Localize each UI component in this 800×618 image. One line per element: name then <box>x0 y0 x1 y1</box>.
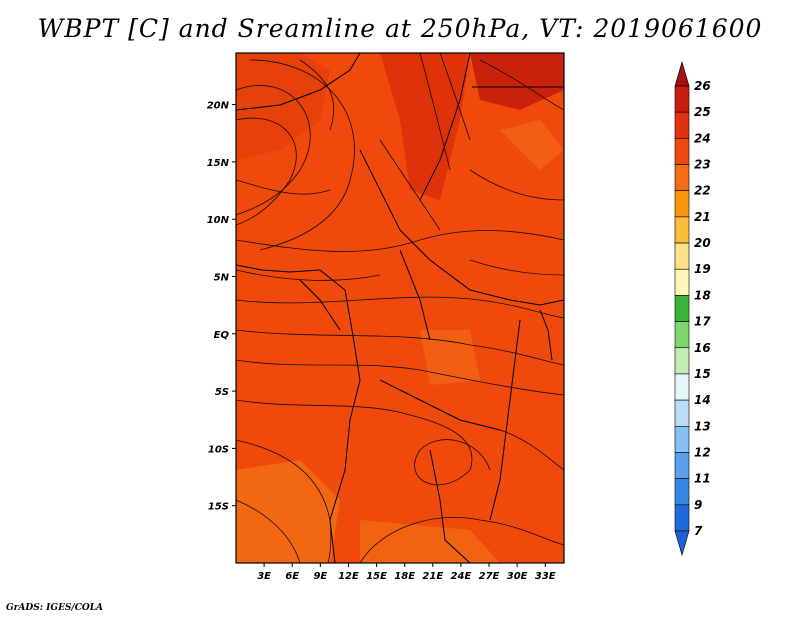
colorbar-label: 26 <box>694 79 711 93</box>
colorbar-swatch <box>674 164 690 192</box>
colorbar-swatch <box>674 268 690 296</box>
longitude-axis: 3E 6E 9E 12E 15E 18E 21E 24E 27E 30E 33E <box>257 563 556 582</box>
colorbar-label: 22 <box>694 184 711 198</box>
colorbar-swatch <box>674 295 690 322</box>
lon-tick-label: 33E <box>535 571 556 582</box>
colorbar-swatch <box>674 242 690 270</box>
colorbar-swatch <box>674 321 690 349</box>
colorbar-label: 25 <box>694 105 711 119</box>
lon-tick-label: 27E <box>479 571 500 582</box>
footer-credit: GrADS: IGES/COLA <box>6 603 104 613</box>
lat-tick-label: EQ <box>214 330 230 341</box>
colorbar-label: 9 <box>694 498 702 512</box>
lat-tick-label: 5S <box>215 387 229 398</box>
colorbar-swatch <box>674 347 690 375</box>
lon-tick-label: 3E <box>257 571 271 582</box>
colorbar-label: 11 <box>694 472 711 486</box>
colorbar-swatch <box>674 373 690 401</box>
map-title: WBPT [C] and Sreamline at 250hPa, VT: 20… <box>37 14 763 43</box>
colorbar-swatch <box>674 399 690 427</box>
colorbar-label: 17 <box>694 315 711 329</box>
colorbar-swatch <box>674 190 690 218</box>
colorbar-swatch <box>674 425 690 453</box>
colorbar-swatch <box>674 504 690 532</box>
colorbar-label: 13 <box>694 419 711 433</box>
colorbar-label: 16 <box>694 341 711 355</box>
lon-tick-label: 6E <box>285 571 299 582</box>
map-frame <box>235 52 565 564</box>
lat-tick-label: 15S <box>208 502 229 513</box>
colorbar-label: 14 <box>694 393 711 407</box>
lon-tick-label: 18E <box>394 571 415 582</box>
lon-tick-label: 21E <box>422 571 443 582</box>
colorbar-swatch <box>674 452 690 479</box>
colorbar-swatch <box>674 111 690 139</box>
lon-tick-label: 30E <box>507 571 528 582</box>
lat-tick-label: 15N <box>207 158 230 169</box>
colorbar-label: 21 <box>694 210 711 224</box>
lon-tick-label: 15E <box>366 571 387 582</box>
colorbar-swatch <box>674 85 690 113</box>
lon-tick-label: 9E <box>313 571 327 582</box>
colorbar-label: 23 <box>694 158 711 172</box>
colorbar-swatch <box>674 216 690 244</box>
colorbar-label: 12 <box>694 445 711 459</box>
streamlines <box>235 52 565 564</box>
lat-tick-label: 10N <box>207 215 230 226</box>
colorbar-swatch <box>674 138 690 165</box>
colorbar-label: 19 <box>694 262 711 276</box>
latitude-axis: 20N 15N 10N 5N EQ 5S 10S 15S <box>207 101 236 513</box>
colorbar-bottom-arrow <box>674 530 690 557</box>
lon-tick-label: 12E <box>338 571 359 582</box>
map-panel <box>235 52 565 564</box>
colorbar-label: 24 <box>694 131 711 145</box>
colorbar-swatch <box>674 478 690 506</box>
colorbar: 26 25 24 23 22 21 20 19 18 17 16 15 14 13 12 11 9 7 <box>674 60 711 557</box>
colorbar-top-arrow <box>674 60 690 87</box>
colorbar-label: 15 <box>694 367 711 381</box>
lon-tick-label: 24E <box>451 571 472 582</box>
colorbar-label: 20 <box>694 236 711 250</box>
lat-tick-label: 5N <box>214 272 230 283</box>
lat-tick-label: 10S <box>208 444 229 455</box>
colorbar-label: 18 <box>694 288 711 302</box>
lat-tick-label: 20N <box>207 101 230 112</box>
colorbar-label: 7 <box>694 524 703 538</box>
